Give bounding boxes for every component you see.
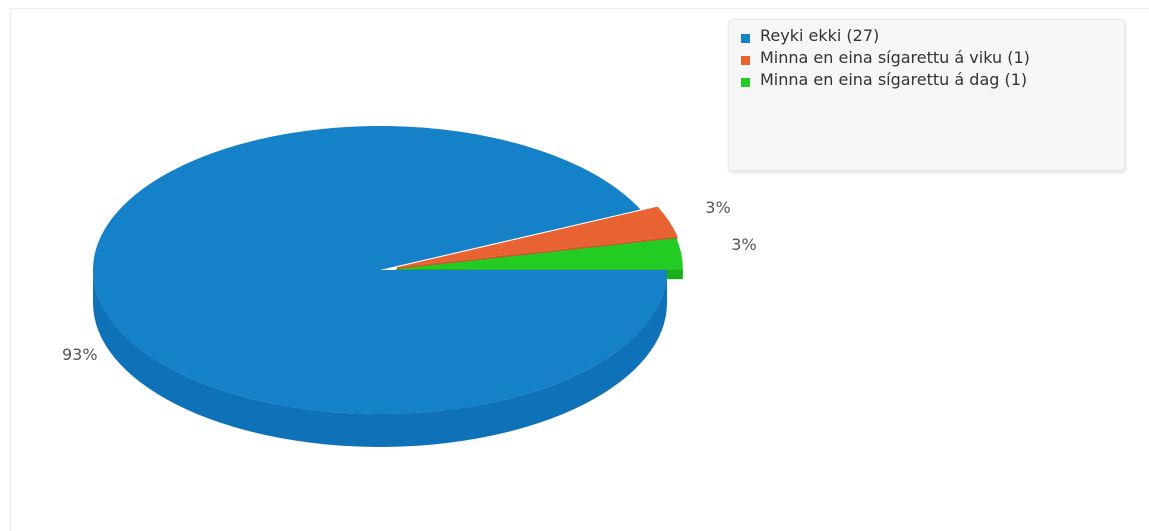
pie-slice-2[interactable] [395,238,683,270]
pie-slice-label-2: 3% [731,235,756,254]
legend-item-2[interactable]: Minna en eina sígarettu á dag (1) [741,72,1114,88]
legend-swatch-0 [741,34,750,43]
legend-label-0: Reyki ekki (27) [760,26,880,45]
legend-label-1: Minna en eina sígarettu á viku (1) [760,48,1030,67]
pie-slice-label-1: 3% [705,198,730,217]
legend-label-2: Minna en eina sígarettu á dag (1) [760,70,1028,89]
pie-slice-0[interactable] [93,126,667,415]
pie-slice-label-0: 93% [62,345,98,364]
pie-slice-1[interactable] [397,206,678,268]
pie-slice-side-0 [93,270,667,447]
chart-legend: Reyki ekki (27) Minna en eina sígarettu … [728,19,1125,171]
pie-tops [93,126,683,415]
legend-swatch-2 [741,78,750,87]
legend-swatch-1 [741,56,750,65]
legend-item-0[interactable]: Reyki ekki (27) [741,28,1114,44]
legend-item-1[interactable]: Minna en eina sígarettu á viku (1) [741,50,1114,66]
